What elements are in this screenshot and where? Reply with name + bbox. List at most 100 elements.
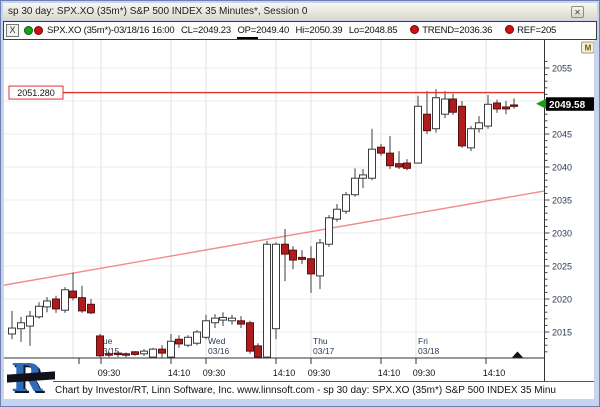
candle-body [140, 350, 148, 355]
session-date-label: 03/17 [313, 346, 335, 356]
time-label: 09:30 [413, 368, 436, 378]
candle-body [281, 243, 289, 255]
time-label: 09:30 [98, 368, 121, 378]
candle-body [449, 98, 457, 113]
trend-indicator-icon [409, 25, 419, 34]
candle-body [69, 290, 77, 299]
candle-body [414, 105, 422, 164]
candle-body [228, 317, 236, 322]
session-date-label: Fri [418, 336, 428, 346]
close-button[interactable]: ✕ [571, 6, 584, 18]
candle-body [395, 163, 403, 168]
window-title: sp 30 day: SPX.XO (35m*) S&P 500 INDEX 3… [8, 6, 308, 17]
copyright-text: Chart by Investor/RT, Linn Software, Inc… [55, 385, 556, 396]
candle-body [96, 335, 104, 357]
y-axis-label: 2030 [552, 229, 572, 239]
candle-body [333, 208, 341, 220]
quote-status-text: SPX.XO (35m*)-03/18/16 16:00 CL=2049.23 … [47, 25, 560, 39]
candle-body [8, 327, 16, 335]
candle-body [219, 316, 227, 321]
candle-body [114, 352, 122, 356]
candle-body [272, 243, 280, 330]
candle-body [246, 322, 254, 352]
candle-body [254, 345, 262, 358]
chart-area: Tue 03/15 Wed 03/16 Thu 03/17 Fri 03/18 2051.280… [3, 40, 595, 382]
title-bar: sp 30 day: SPX.XO (35m*) S&P 500 INDEX 3… [3, 3, 597, 20]
candle-body [202, 320, 210, 338]
candle-body [325, 217, 333, 245]
candle-body [211, 317, 219, 324]
candle-body [493, 102, 501, 110]
y-axis-label: 2020 [552, 295, 572, 305]
candle-body [403, 162, 411, 169]
close-value: CL=2049.23 [180, 25, 231, 36]
candle-body [43, 300, 51, 308]
candle-body [467, 128, 475, 149]
last-price-value: 2049.58 [549, 100, 586, 111]
session-date-label: 03/15 [98, 346, 120, 356]
candle-body [386, 152, 394, 167]
y-axis-label: 2025 [552, 262, 572, 272]
y-axis-label: 2035 [552, 196, 572, 206]
time-label: 14:10 [483, 368, 506, 378]
candle-body [149, 348, 157, 358]
candle-body [263, 243, 271, 358]
candle-body [17, 322, 25, 330]
candle-body [342, 194, 350, 212]
high-value: Hi=2050.39 [295, 25, 343, 36]
candle-body [359, 174, 367, 179]
session-date-label: 03/18 [418, 346, 440, 356]
candle-body [35, 305, 43, 318]
session-date-label: 03/16 [208, 346, 230, 356]
close-icon: ✕ [574, 8, 581, 17]
candle-body [377, 146, 385, 154]
candle-body [167, 340, 175, 358]
ref-price-label: 2051.280 [17, 88, 55, 98]
investor-rt-logo: R INVESTOR [7, 358, 55, 402]
red-status-icon [34, 26, 43, 35]
session-date-label: Tue [98, 336, 113, 346]
candle-body [423, 113, 431, 132]
last-price-arrow-icon [536, 98, 546, 109]
candle-body [432, 97, 440, 130]
candle-body [298, 256, 306, 260]
candle-body [502, 106, 510, 110]
trend-value: TREND=2036.36 [422, 25, 493, 36]
y-axis-label: 2040 [552, 163, 572, 173]
low-value: Lo=2048.85 [348, 25, 398, 36]
candle-body [237, 320, 245, 325]
session-date-label: Wed [208, 336, 226, 346]
candle-body [184, 336, 192, 346]
candle-body [368, 148, 376, 179]
candle-body [193, 331, 201, 344]
symbol-and-time: SPX.XO (35m*)-03/18/16 16:00 [47, 25, 175, 36]
time-label: 14:10 [168, 368, 191, 378]
time-label: 09:30 [203, 368, 226, 378]
session-date-label: Thu [313, 336, 328, 346]
open-value: OP=2049.40 [237, 25, 290, 39]
candle-body [61, 289, 69, 311]
candle-body [131, 351, 139, 355]
candle-body [87, 303, 95, 314]
candle-body [484, 103, 492, 127]
ref-value: REF=205 [517, 25, 557, 36]
end-marker-icon [512, 351, 523, 358]
candle-body [307, 258, 315, 275]
last-price-marker [546, 97, 594, 111]
instrument-toolbar: X SPX.XO (35m*)-03/18/16 16:00 CL=2049.2… [3, 21, 597, 40]
candle-body [158, 348, 166, 354]
trend-line[interactable] [3, 190, 545, 286]
y-axis-label: 2055 [552, 64, 572, 74]
candle-body [458, 105, 466, 147]
candle-body [175, 338, 183, 345]
candle-body [289, 249, 297, 261]
toolbar-close-button[interactable]: X [6, 24, 19, 37]
candle-body [351, 177, 359, 196]
y-axis-label: 2015 [552, 328, 572, 338]
candle-body [316, 242, 324, 277]
candle-body [105, 353, 113, 356]
ref-price-label-box[interactable] [8, 85, 64, 100]
time-label: 14:10 [273, 368, 296, 378]
